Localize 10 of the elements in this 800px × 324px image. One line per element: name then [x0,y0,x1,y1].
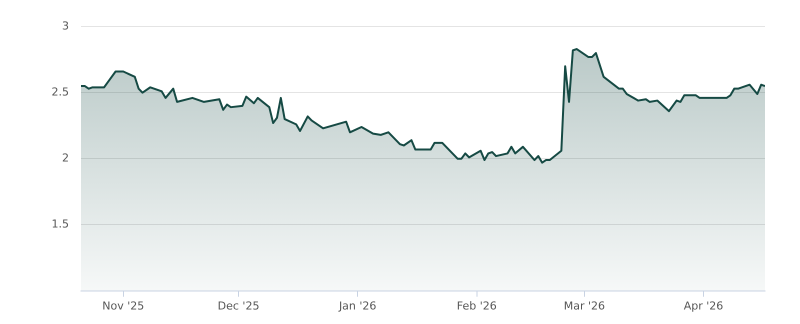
x-tick-label: Feb '26 [456,299,497,312]
x-tick-label: Mar '26 [564,299,606,312]
y-tick-label: 3 [62,19,69,32]
x-tick-label: Jan '26 [338,299,376,312]
x-tick-label: Apr '26 [684,299,724,312]
y-tick-label: 1.5 [52,218,69,231]
y-tick-label: 2.5 [52,86,69,99]
x-tick-label: Dec '25 [218,299,260,312]
x-tick-label: Nov '25 [102,299,144,312]
y-tick-label: 2 [62,152,69,165]
